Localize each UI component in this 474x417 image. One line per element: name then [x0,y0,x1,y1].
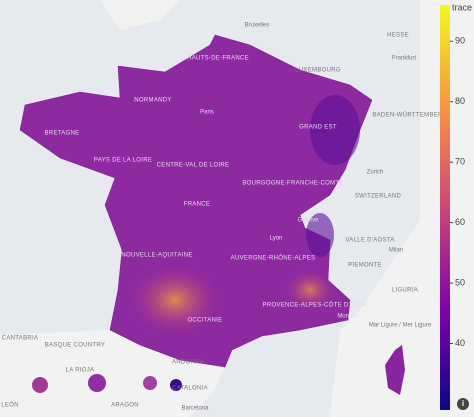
place-label: ARAGON [111,403,139,409]
place-label: VALLE D'AOSTA [345,238,394,244]
place-label: CATALONIA [172,386,208,392]
place-label: FRANCE [184,202,210,208]
place-label: LA RIOJA [66,368,95,374]
place-label: BADEN-WÜRTTEMBERG [372,112,447,119]
place-label: ANDORRA [172,360,204,366]
colorbar-tick-label: 70 [455,157,465,167]
place-label: AUVERGNE-RHÔNE-ALPES [231,255,316,262]
place-label: Genève [297,218,319,224]
colorbar-tick-label: 90 [455,36,465,46]
warm-region [130,265,220,335]
info-icon[interactable]: i [462,399,464,408]
land-england [100,0,180,30]
place-label: BASQUE COUNTRY [45,343,105,349]
place-label: HAUTS-DE-FRANCE [187,56,249,62]
place-label: Bruxelles [245,23,270,29]
cool-region [306,213,334,257]
colorbar-title: trace 0 [452,2,474,12]
place-label: Barcelona [181,406,209,412]
place-label: LIGURIA [392,288,418,294]
place-label: Monaco [337,314,359,320]
colorbar-tick-label: 40 [455,338,465,348]
place-label: Frankfurt [392,56,416,62]
place-label: PAYS DE LA LOIRE [94,158,152,164]
place-label: Lyon [270,236,283,242]
overseas-inset [170,379,182,391]
cool-region [310,95,360,165]
warm-region [285,270,335,310]
place-label: LEÓN [1,402,19,409]
place-label: GRAND EST [299,125,337,131]
land-east [180,0,474,417]
place-label: NORMANDY [134,98,171,104]
place-label: LUXEMBOURG [295,68,341,74]
colorbar-tick-label: 50 [455,277,465,287]
place-label: HESSE [387,33,409,39]
place-label: Zurich [367,170,384,176]
place-label: Paris [200,110,214,116]
corsica [385,345,405,395]
colorbar [440,5,450,410]
colorbar-tick-label: 60 [455,217,465,227]
place-label: PROVENCE-ALPES-CÔTE D'AZUR [263,302,368,309]
overseas-inset [32,377,48,393]
overseas-inset [88,374,106,392]
info-button[interactable] [457,398,469,410]
place-label: SWITZERLAND [355,194,402,200]
place-label: BOURGOGNE-FRANCHE-COMTÉ [242,180,343,187]
place-label: PIEMONTE [348,263,382,269]
place-label: Milan [389,248,403,254]
place-label: Mar Ligure / Mer Ligure [369,323,432,329]
place-label: BRETAGNE [45,131,80,137]
place-label: CENTRE-VAL DE LOIRE [157,163,230,169]
place-label: NOUVELLE-AQUITAINE [121,253,192,259]
overseas-inset [143,376,157,390]
place-label: CANTABRIA [2,336,39,342]
place-label: OCCITANIE [188,318,223,324]
colorbar-tick-label: 80 [455,96,465,106]
